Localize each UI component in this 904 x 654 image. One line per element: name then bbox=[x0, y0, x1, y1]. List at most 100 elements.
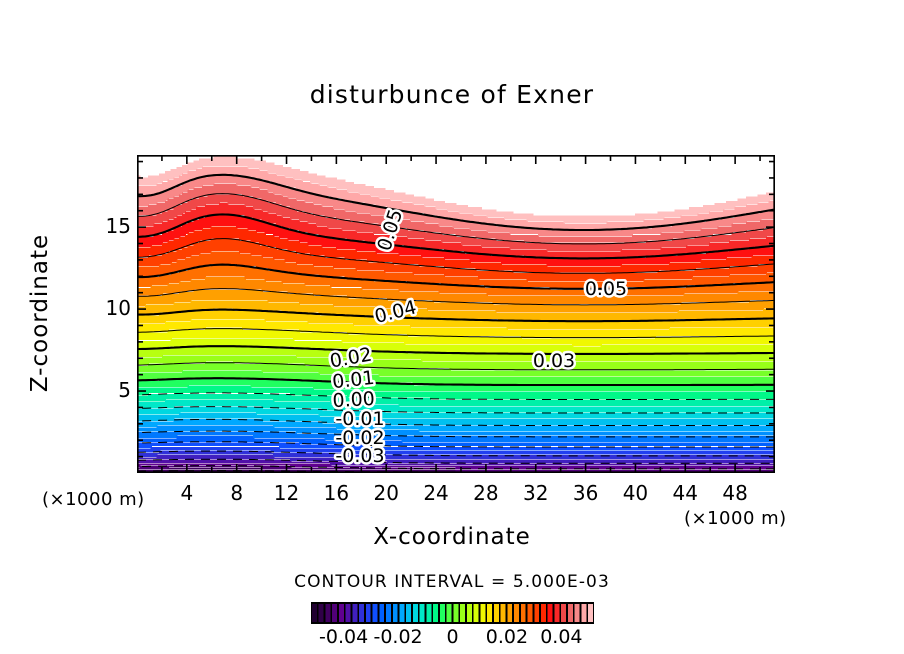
x-tick-24: 24 bbox=[423, 481, 449, 505]
colorbar-swatches bbox=[311, 604, 594, 622]
contour-plot-area: 0.05 0.05 0.05 0.05 0.04 0.04 0.03 0.03 0.02 0.02… bbox=[137, 155, 775, 473]
colorbar-swatch bbox=[433, 604, 439, 622]
colorbar-swatch bbox=[332, 604, 338, 622]
contour-line bbox=[137, 362, 775, 371]
y-tick-5: 5 bbox=[118, 378, 131, 403]
x-tick-8: 8 bbox=[230, 481, 244, 505]
x-tick-16: 16 bbox=[323, 481, 350, 505]
colorbar-swatch bbox=[412, 604, 418, 622]
colorbar-swatch bbox=[352, 604, 358, 622]
x-axis-unit: (×1000 m) bbox=[684, 508, 787, 529]
colorbar-swatch bbox=[507, 604, 513, 622]
colorbar-swatch bbox=[399, 604, 405, 622]
contour-label-0.03: 0.03 bbox=[533, 350, 575, 372]
colorbar-tick-labels: -0.04 -0.02 0 0.02 0.04 bbox=[281, 626, 624, 652]
contour-line bbox=[137, 238, 775, 274]
x-tick-36: 36 bbox=[572, 481, 599, 505]
colorbar-swatch bbox=[527, 604, 533, 622]
contour-label-0.05: 0.05 bbox=[585, 278, 627, 300]
colorbar-swatch bbox=[514, 604, 519, 622]
colorbar-swatch bbox=[453, 604, 459, 622]
colorbar-swatch bbox=[338, 604, 344, 622]
contour-fill-bands bbox=[137, 156, 775, 473]
colorbar-tick-2: 0 bbox=[446, 626, 459, 648]
x-axis-tick-labels: 4 8 12 16 20 24 28 32 36 40 44 48 bbox=[137, 481, 775, 507]
colorbar-swatch bbox=[460, 604, 466, 622]
contour-line bbox=[137, 288, 775, 306]
colorbar-swatch bbox=[547, 604, 553, 622]
chart-title: disturbunce of Exner bbox=[309, 80, 595, 109]
contour-line bbox=[137, 328, 775, 339]
colorbar-tick-1: -0.02 bbox=[373, 626, 423, 648]
colorbar-swatch bbox=[359, 604, 365, 622]
contour-field: 0.050.050.050.050.040.040.030.030.020.02… bbox=[137, 155, 775, 473]
contour-line bbox=[137, 193, 775, 245]
colorbar-swatch bbox=[561, 604, 567, 622]
contour-line bbox=[137, 458, 775, 464]
colorbar-swatch bbox=[493, 604, 499, 622]
contour-line bbox=[137, 430, 775, 438]
colorbar-tick-0: -0.04 bbox=[319, 626, 369, 648]
contour-interval-caption: CONTOUR INTERVAL = 5.000E-03 bbox=[294, 572, 610, 592]
colorbar-swatch bbox=[554, 604, 560, 622]
colorbar-swatch bbox=[325, 604, 331, 622]
contour-line bbox=[137, 392, 775, 400]
colorbar-swatch bbox=[487, 604, 493, 622]
contour-line bbox=[137, 345, 775, 355]
colorbar-swatch bbox=[379, 604, 385, 622]
contour-line bbox=[137, 418, 775, 426]
y-tick-15: 15 bbox=[105, 214, 131, 239]
colorbar-swatch bbox=[473, 604, 479, 622]
contour-label--0.02: -0.02 bbox=[335, 427, 384, 449]
contour-line bbox=[137, 406, 775, 414]
contour-label-0.00: 0.00 bbox=[332, 388, 375, 412]
contour-line bbox=[137, 173, 775, 232]
colorbar-swatch bbox=[520, 604, 526, 622]
colorbar-swatch bbox=[345, 604, 351, 622]
colorbar-swatch bbox=[386, 604, 391, 622]
contour-label--0.01: -0.01 bbox=[335, 408, 384, 430]
colorbar-swatch bbox=[392, 604, 398, 622]
contour-line bbox=[137, 441, 775, 448]
colorbar-swatch bbox=[588, 604, 594, 622]
y-axis-unit: (×1000 m) bbox=[42, 489, 145, 510]
colorbar-swatch bbox=[567, 604, 573, 622]
x-tick-4: 4 bbox=[180, 481, 194, 505]
x-tick-12: 12 bbox=[273, 481, 300, 505]
x-tick-20: 20 bbox=[373, 481, 399, 505]
y-tick-10: 10 bbox=[105, 296, 131, 321]
contour-line bbox=[137, 263, 775, 290]
colorbar-swatch bbox=[500, 604, 506, 622]
colorbar-swatch bbox=[534, 604, 540, 622]
contour-label--0.03: -0.03 bbox=[335, 445, 384, 467]
contour-line bbox=[137, 308, 775, 323]
x-tick-28: 28 bbox=[473, 481, 499, 505]
contour-line bbox=[137, 465, 775, 470]
colorbar-swatch bbox=[372, 604, 378, 622]
contour-line bbox=[137, 213, 775, 260]
colorbar-swatch bbox=[311, 604, 317, 622]
colorbar-swatch bbox=[574, 604, 580, 622]
x-tick-32: 32 bbox=[523, 481, 549, 505]
colorbar-swatch bbox=[419, 604, 425, 622]
colorbar-swatch bbox=[439, 604, 445, 622]
colorbar-swatch bbox=[426, 604, 432, 622]
colorbar-swatch bbox=[541, 604, 546, 622]
plot-frame bbox=[137, 155, 775, 473]
colorbar-swatch bbox=[466, 604, 472, 622]
colorbar-swatch bbox=[581, 604, 587, 622]
contour-lines bbox=[137, 173, 775, 473]
y-axis-tick-labels: 5 10 15 bbox=[87, 155, 131, 473]
y-axis-label: Z-coordinate bbox=[27, 233, 53, 393]
colorbar-swatch bbox=[365, 604, 371, 622]
colorbar-swatch bbox=[446, 604, 452, 622]
colorbar-swatch bbox=[406, 604, 412, 622]
colorbar bbox=[311, 602, 594, 624]
colorbar-tick-3: 0.02 bbox=[485, 626, 529, 648]
contour-line bbox=[137, 450, 775, 457]
x-tick-44: 44 bbox=[672, 481, 698, 505]
contour-label-0.01: 0.01 bbox=[331, 367, 375, 393]
x-axis-label: X-coordinate bbox=[373, 524, 531, 550]
x-tick-40: 40 bbox=[622, 481, 649, 505]
colorbar-tick-4: 0.04 bbox=[540, 626, 583, 648]
